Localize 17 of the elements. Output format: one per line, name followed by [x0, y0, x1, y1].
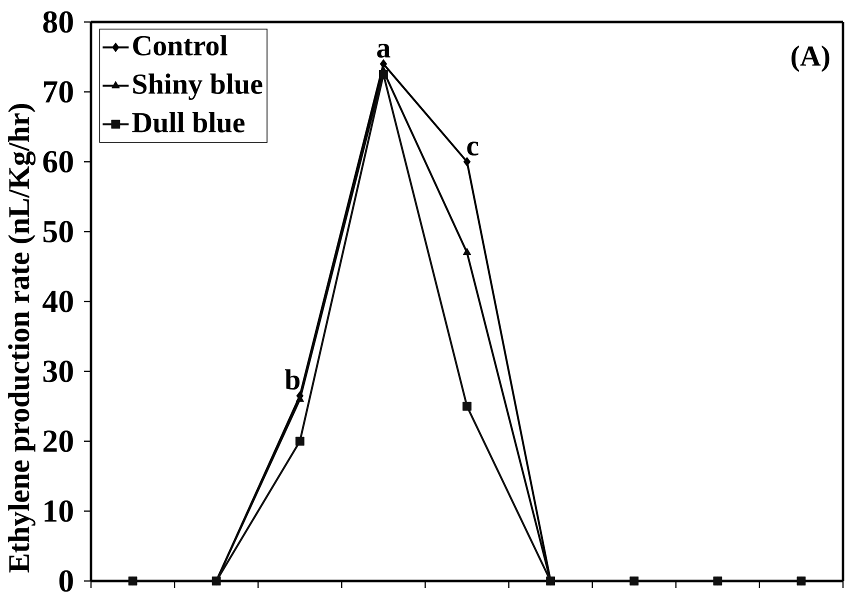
- annotation: (A): [792, 46, 830, 72]
- y-tick-label: 50: [43, 220, 73, 242]
- annotation: c: [467, 142, 478, 156]
- legend-label: Shiny blue: [133, 74, 262, 100]
- y-tick-label: 70: [44, 81, 73, 103]
- y-tick-label: 0: [59, 570, 73, 592]
- y-tick-label: 10: [44, 500, 73, 522]
- y-tick-label: 20: [43, 430, 73, 452]
- legend-label: Control: [133, 35, 228, 56]
- annotation: a: [377, 44, 390, 58]
- y-tick-label: 30: [43, 360, 73, 382]
- y-tick-label: 60: [43, 150, 73, 173]
- y-tick-label: 40: [42, 290, 73, 312]
- y-tick-label: 80: [43, 11, 73, 33]
- y-axis-title: Ethylene production rate (nL/Kg/hr): [8, 104, 36, 572]
- annotation: b: [284, 369, 300, 390]
- legend-label: Dull blue: [132, 112, 245, 132]
